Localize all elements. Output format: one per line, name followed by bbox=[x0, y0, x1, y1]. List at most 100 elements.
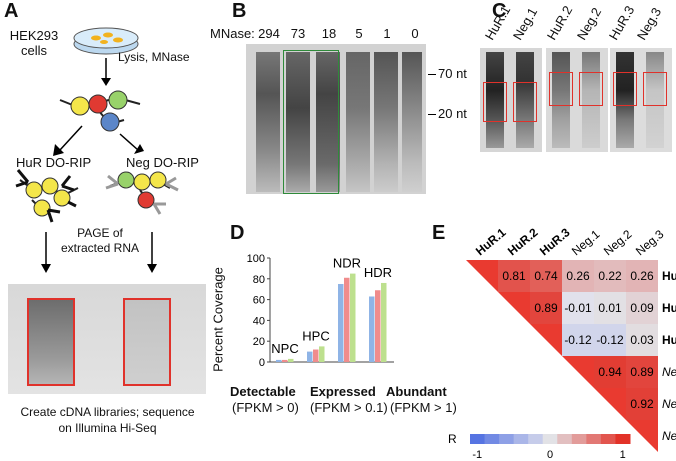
matrix-value: 0.26 bbox=[630, 269, 654, 283]
caption-line2: on Illumina Hi-Seq bbox=[58, 421, 157, 435]
legend-detectable-sub: (FPKM > 0) bbox=[232, 400, 299, 415]
matrix-cell bbox=[562, 260, 594, 292]
matrix-value: 0.94 bbox=[598, 365, 622, 379]
scale-swatch bbox=[470, 434, 486, 444]
hur-band-box bbox=[27, 298, 75, 386]
panel-b-gel-image bbox=[246, 44, 426, 194]
scale-label: R bbox=[448, 432, 457, 446]
bar-ndr-detectable bbox=[338, 284, 344, 362]
matrix-value: 0.89 bbox=[534, 301, 558, 315]
matrix-value: 0.22 bbox=[598, 269, 622, 283]
bar-npc-expressed bbox=[282, 359, 288, 362]
marker-70-tick bbox=[428, 74, 436, 75]
scale-swatch bbox=[499, 434, 515, 444]
y-tick-label: 80 bbox=[253, 274, 265, 286]
scale-tick: 1 bbox=[620, 449, 626, 461]
petri-dish-icon bbox=[73, 27, 139, 55]
scale-swatch bbox=[542, 434, 558, 444]
hek293-cells-label: HEK293 cells bbox=[9, 28, 59, 58]
scale-swatch bbox=[571, 434, 587, 444]
hur-ip-icon bbox=[15, 169, 79, 223]
y-tick-label: 0 bbox=[259, 357, 265, 369]
marker-70-label: 70 nt bbox=[438, 66, 467, 81]
page-label-line1: PAGE of bbox=[77, 226, 123, 240]
y-tick-label: 60 bbox=[253, 295, 265, 307]
matrix-cell bbox=[626, 292, 658, 324]
matrix-cell bbox=[594, 292, 626, 324]
lane-label-1: 1 bbox=[383, 26, 391, 41]
scale-tick: 0 bbox=[547, 449, 553, 461]
panel-a-gel-image bbox=[8, 284, 206, 394]
lane-label-hur3: HuR.3 bbox=[605, 3, 638, 43]
lane-label-neg2: Neg.2 bbox=[573, 4, 605, 43]
matrix-cell bbox=[530, 292, 562, 324]
legend-detectable-label: Detectable bbox=[230, 384, 296, 399]
matrix-cell bbox=[562, 292, 594, 324]
panel-d-label: D bbox=[230, 222, 245, 244]
column-label-neg2: Neg.2 bbox=[601, 227, 635, 259]
category-label-ndr: NDR bbox=[333, 256, 361, 271]
neg-do-rip-label: Neg DO-RIP bbox=[126, 155, 199, 170]
bar-ndr-expressed bbox=[344, 277, 350, 362]
lane-label-18: 18 bbox=[321, 26, 337, 41]
scale-swatch bbox=[557, 434, 573, 444]
selected-lanes-box bbox=[283, 50, 339, 194]
neg-band-box bbox=[123, 298, 171, 386]
scale-swatch bbox=[615, 434, 631, 444]
matrix-value: -0.12 bbox=[564, 333, 592, 347]
matrix-cell bbox=[498, 260, 530, 292]
hur-do-rip-label: HuR DO-RIP bbox=[16, 155, 92, 170]
caption-line1: Create cDNA libraries; sequence bbox=[20, 405, 195, 419]
matrix-value: -0.01 bbox=[564, 301, 592, 315]
y-tick-label: 40 bbox=[253, 315, 265, 327]
scale-swatch bbox=[586, 434, 602, 444]
y-tick-label: 20 bbox=[253, 336, 265, 348]
scale-swatch bbox=[513, 434, 529, 444]
category-label-npc: NPC bbox=[271, 341, 298, 356]
lysis-mnase-label: Lysis, MNase bbox=[118, 50, 190, 64]
matrix-cell bbox=[594, 356, 626, 388]
matrix-cell bbox=[530, 260, 562, 292]
bar-hpc-detectable bbox=[307, 351, 313, 362]
lane-label-73: 73 bbox=[290, 26, 306, 41]
marker-20-tick bbox=[428, 114, 436, 115]
bar-hpc-abundant bbox=[319, 346, 325, 362]
legend-expressed-label: Expressed bbox=[310, 384, 376, 399]
neg-ip-icon bbox=[105, 171, 179, 215]
row-label-hur3: HuR.3 bbox=[662, 333, 676, 347]
matrix-value: 0.09 bbox=[630, 301, 654, 315]
legend-abundant-label: Abundant bbox=[386, 384, 447, 399]
column-label-hur2: HuR.2 bbox=[505, 225, 541, 258]
column-label-neg3: Neg.3 bbox=[633, 227, 667, 259]
lane-label-neg3: Neg.3 bbox=[633, 4, 665, 43]
matrix-cell bbox=[626, 388, 658, 420]
nucleosome-cluster-icon bbox=[59, 90, 141, 132]
category-label-hdr: HDR bbox=[364, 265, 392, 280]
mnase-label: MNase: bbox=[210, 26, 255, 41]
lane-label-0: 0 bbox=[411, 26, 419, 41]
bar-ndr-abundant bbox=[350, 273, 356, 362]
column-label-hur3: HuR.3 bbox=[537, 225, 573, 258]
matrix-cell bbox=[626, 356, 658, 388]
scale-tick: -1 bbox=[472, 449, 482, 461]
panel-c-gel-2 bbox=[546, 48, 608, 152]
lane-label-294: 294 bbox=[258, 26, 280, 41]
page-label-line2: extracted RNA bbox=[60, 241, 140, 255]
matrix-value: 0.26 bbox=[566, 269, 590, 283]
panel-e-label: E bbox=[432, 222, 446, 244]
matrix-value: 0.89 bbox=[630, 365, 654, 379]
matrix-cell bbox=[626, 324, 658, 356]
category-label-hpc: HPC bbox=[302, 328, 329, 343]
scale-swatch bbox=[600, 434, 616, 444]
matrix-cell bbox=[562, 324, 594, 356]
column-label-neg1: Neg.1 bbox=[569, 227, 603, 259]
lane-label-neg1: Neg.1 bbox=[509, 4, 541, 43]
bar-hdr-expressed bbox=[375, 290, 381, 362]
column-label-hur1: HuR.1 bbox=[473, 225, 509, 258]
bar-hpc-expressed bbox=[313, 349, 319, 362]
matrix-cell bbox=[594, 324, 626, 356]
matrix-value: -0.12 bbox=[596, 333, 624, 347]
row-label-hur1: HuR.1 bbox=[662, 269, 676, 283]
matrix-value: 0.74 bbox=[534, 269, 558, 283]
